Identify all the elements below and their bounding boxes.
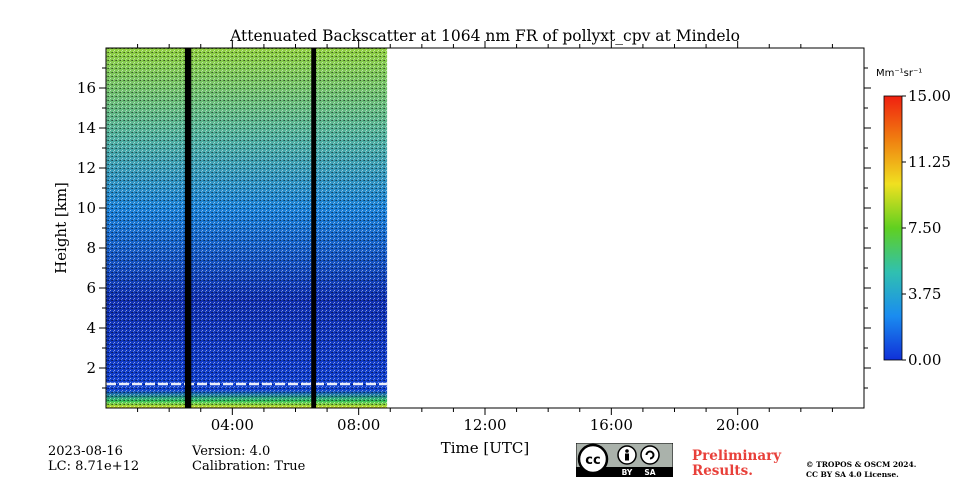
y-tick-label: 2 bbox=[86, 359, 96, 377]
x-tick-label: 20:00 bbox=[716, 416, 759, 434]
y-tick-label: 4 bbox=[86, 319, 96, 337]
copyright-notice: © TROPOS & OSCM 2024. CC BY SA 4.0 Licen… bbox=[806, 460, 916, 480]
y-tick-label: 6 bbox=[86, 279, 96, 297]
data-gap bbox=[311, 48, 317, 408]
axis-ticks: 04:00 08:00 12:00 16:00 20:00 2 4 6 8 10 12 14 16 bbox=[77, 41, 871, 434]
preliminary-line-1: Preliminary bbox=[692, 448, 782, 464]
y-tick-label: 16 bbox=[77, 79, 96, 97]
y-tick-label: 14 bbox=[77, 119, 96, 137]
colorbar-tick-label: 3.75 bbox=[908, 285, 941, 303]
svg-text:cc: cc bbox=[585, 453, 600, 468]
x-axis-label: Time [UTC] bbox=[441, 439, 530, 457]
y-axis-label: Height [km] bbox=[52, 182, 70, 274]
colorbar-unit-label: Mm⁻¹sr⁻¹ bbox=[876, 68, 922, 79]
colorbar-tick-label: 11.25 bbox=[908, 153, 951, 171]
cc-by-label: BY bbox=[622, 468, 633, 477]
x-tick-label: 04:00 bbox=[211, 416, 254, 434]
y-tick-label: 10 bbox=[77, 199, 96, 217]
y-tick-label: 8 bbox=[86, 239, 96, 257]
colorbar bbox=[883, 95, 903, 361]
preliminary-notice: Preliminary Results. bbox=[692, 449, 781, 479]
calibration-label: Calibration: True bbox=[192, 459, 306, 474]
colorbar-ticks: 0.00 3.75 7.50 11.25 15.00 bbox=[902, 87, 951, 369]
x-tick-label: 08:00 bbox=[337, 416, 380, 434]
heatmap-layer bbox=[106, 48, 388, 408]
x-tick-label: 12:00 bbox=[463, 416, 506, 434]
cc-sa-label: SA bbox=[644, 468, 655, 477]
y-tick-label: 12 bbox=[77, 159, 96, 177]
lc-label: LC: 8.71e+12 bbox=[48, 459, 140, 474]
copyright-line-1: © TROPOS & OSCM 2024. bbox=[806, 460, 917, 469]
colorbar-tick-label: 15.00 bbox=[908, 87, 951, 105]
copyright-line-2: CC BY SA 4.0 License. bbox=[806, 470, 899, 479]
noise-texture bbox=[106, 48, 388, 408]
chart-title: Attenuated Backscatter at 1064 nm FR of … bbox=[229, 27, 740, 45]
x-tick-label: 16:00 bbox=[590, 416, 633, 434]
preliminary-line-2: Results. bbox=[692, 463, 753, 479]
date-label: 2023-08-16 bbox=[48, 444, 123, 459]
version-label: Version: 4.0 bbox=[192, 444, 271, 459]
cc-by-sa-icon: cc BY SA bbox=[576, 443, 673, 477]
colorbar-tick-label: 0.00 bbox=[908, 351, 941, 369]
data-gap bbox=[184, 48, 192, 408]
colorbar-tick-label: 7.50 bbox=[908, 219, 941, 237]
